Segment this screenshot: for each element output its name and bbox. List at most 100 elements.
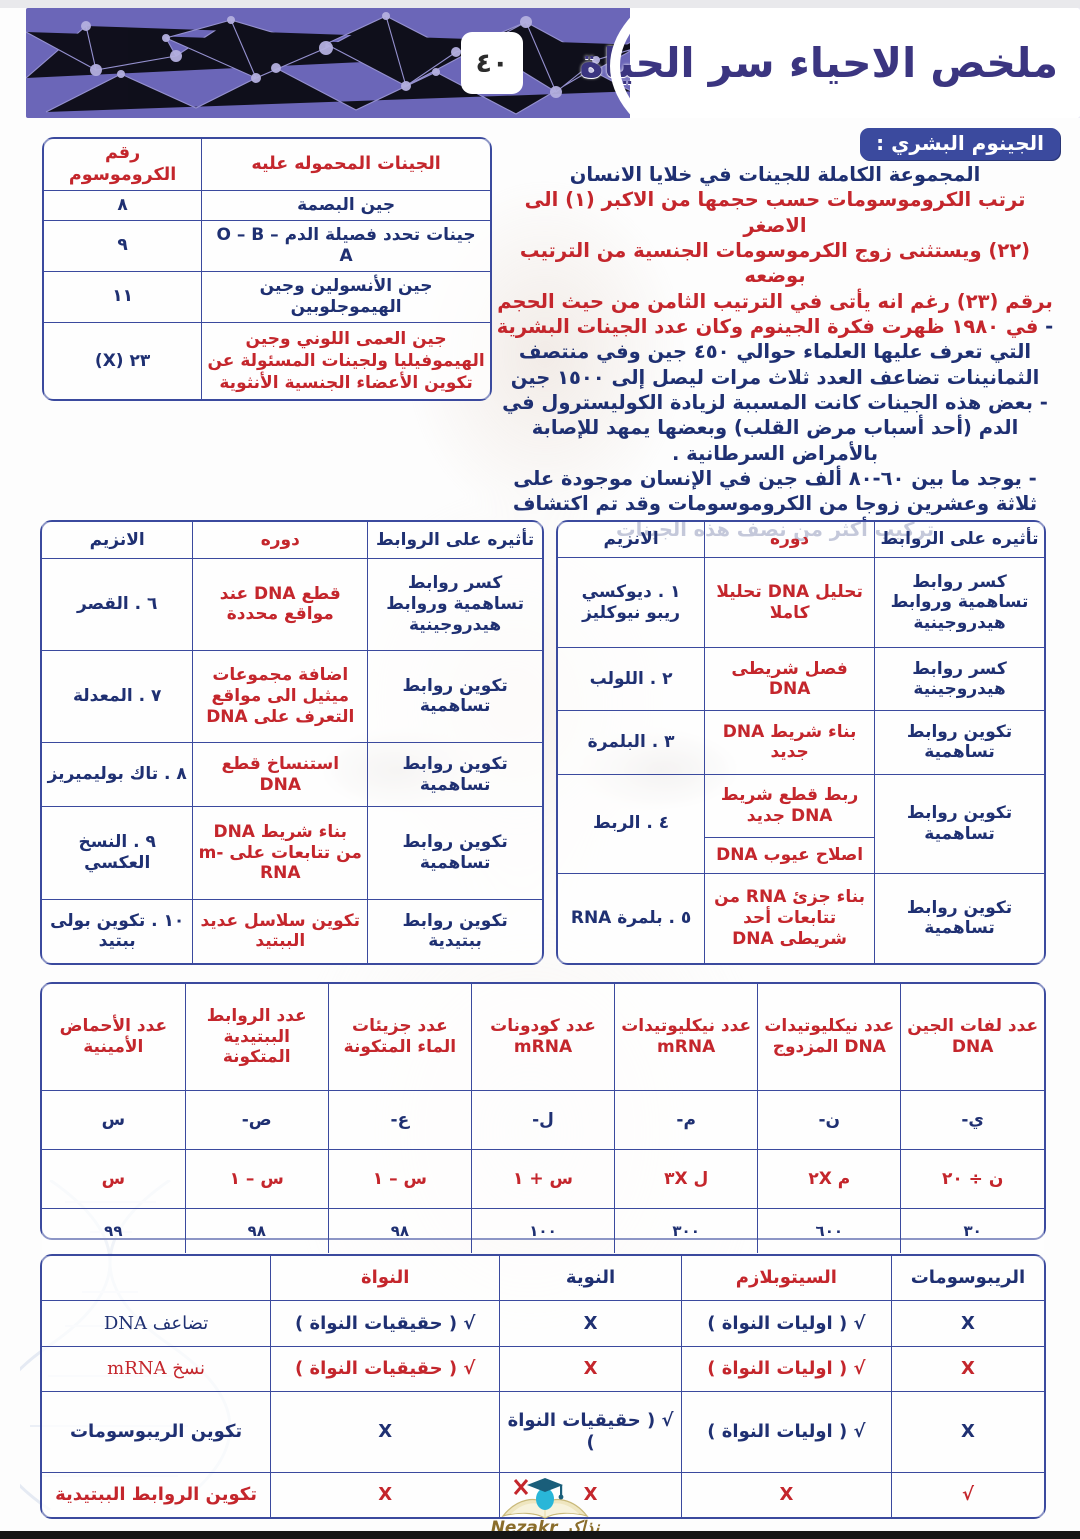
table-row: كسر روابط تساهمية وروابط هيدروجينية قطع …	[42, 557, 542, 651]
table-row: X √ ( اوليات النواة ) X √ ( حقيقيات النو…	[42, 1300, 1044, 1347]
cell-effect: تكوين روابط تساهمية	[367, 806, 542, 900]
cell-example: ٩٩	[42, 1208, 186, 1253]
cell-chrom-number: ٨	[44, 190, 203, 221]
cell-effect: كسر روابط تساهمية وروابط هيدروجينية	[874, 556, 1044, 649]
cell-role: قطع DNA عند مواقع محددة	[192, 557, 369, 651]
table-row: كسر روابط تساهمية وروابط هيدروجينية تحلي…	[558, 556, 1044, 649]
cell-enzyme: ٢ . اللولب	[558, 647, 706, 712]
cell-enzyme: ٧ . المعدلة	[42, 649, 194, 743]
cell-enzyme: ٥ . بلمرة RNA	[558, 872, 706, 963]
cell-role: تحليل DNA تحليلا كاملا	[704, 556, 876, 649]
enzyme-table-1-5: تأثيره على الروابط دوره الانزيم كسر رواب…	[556, 520, 1046, 965]
bullet-text: بعض هذه الجينات كانت المسببة لزيادة الكو…	[502, 391, 1033, 415]
cell-chrom-number: ٢٣ (X)	[44, 321, 203, 399]
cell-effect: تكوين روابط تساهمية	[874, 872, 1044, 963]
cell-genes: جينات تحدد فصيلة الدم O – B – A	[201, 219, 490, 272]
cell-example: ٩٨	[184, 1208, 329, 1253]
counts-formula-table: عدد لفات الجين DNA عدد نيكليوتيدات DNA ا…	[40, 982, 1046, 1253]
cell-cytoplasm: √ ( اوليات النواة )	[680, 1391, 892, 1473]
header-banner: ملخص الاحياء سر الحياة	[26, 8, 1080, 118]
table-row: تكوين روابط تساهمية اضافة مجموعات ميثيل …	[42, 649, 542, 743]
col-header-nucleus: النواة	[270, 1256, 501, 1302]
cell-chrom-number: ١١	[44, 270, 203, 323]
genome-bullet-1-line-2: التي تعرف عليها العلماء حوالي ٤٥٠ جين وف…	[518, 340, 1032, 364]
cell-role: بناء جزئ RNA من تتابعات أحد شريطى DNA	[704, 872, 876, 963]
table-row: √ X X X تكوين الروابط الببتيدية	[42, 1471, 1044, 1517]
site-logo: نذاكر Nezakr	[470, 1466, 620, 1538]
genome-bullet-1-line-3: الثمانينات تضاعف العدد ثلاث مرات ليصل إل…	[510, 365, 1040, 389]
table-row: جينات تحدد فصيلة الدم O – B – A ٩	[44, 219, 490, 272]
cell-symbol: ص-	[184, 1090, 329, 1150]
genome-bullet-3-line-1: - يوجد ما بين ٦٠-٨٠ ألف جين في الإنسان م…	[490, 466, 1060, 517]
bullet-dash: -	[1021, 467, 1037, 491]
cell-example: ١٠٠	[470, 1208, 616, 1253]
table-row: جين الأنسولين وجين الهيموجلوبين ١١	[44, 270, 490, 323]
cell-process: تضاعف DNA	[42, 1300, 272, 1347]
cell-nucleus: X	[270, 1471, 501, 1517]
table-header-row: تأثيره على الروابط دوره الانزيم	[42, 522, 542, 559]
genome-definition: المجموعة الكاملة للجينات في خلايا الانسا…	[569, 163, 981, 186]
genome-bullet-2-line-2: الدم (أحد أسباب مرض القلب) وبعضها يمهد ل…	[531, 416, 1019, 465]
cell-cytoplasm: √ ( اوليات النواة )	[680, 1300, 892, 1347]
cell-enzyme: ٣ . البلمرة	[558, 710, 706, 775]
table-row-formulas: ن ÷ ٢٠ م ٢X ل ٣X س + ١ س – ١ س – ١ س	[42, 1149, 1044, 1209]
col-header-amino-acids: عدد الأحماض الأمينية	[42, 984, 186, 1091]
col-header-nucleolus: النوية	[499, 1256, 682, 1302]
cell-example: ٣٠٠	[614, 1208, 759, 1253]
cell-role-secondary: اصلاح عيوب DNA	[704, 836, 875, 874]
cell-effect: تكوين روابط تساهمية	[367, 741, 542, 808]
table-row: جين العمى اللوني وجين الهيموفيليا ولجينا…	[44, 321, 490, 399]
cell-example: ٦٠٠	[757, 1208, 902, 1253]
cell-ribosomes: X	[890, 1300, 1044, 1347]
cell-nucleus: √ ( حقيقيات النواة )	[270, 1300, 501, 1347]
cell-cytoplasm: √ ( اوليات النواة )	[680, 1345, 892, 1393]
cell-symbol: م-	[614, 1090, 759, 1150]
col-header-water-molecules: عدد جزيئات الماء المتكونة	[327, 984, 472, 1091]
page-number-badge: ٤٠	[461, 32, 523, 94]
genome-bullet-1-line-1: - في ١٩٨٠ ظهرت فكرة الجينوم وكان عدد الج…	[490, 314, 1060, 339]
cell-nucleolus: X	[499, 1345, 682, 1393]
cell-formula: س – ١	[327, 1149, 472, 1209]
col-header-enzyme: الانزيم	[42, 522, 194, 559]
cell-symbol: ي-	[900, 1090, 1044, 1150]
cell-enzyme: ٤ . الربط	[558, 773, 706, 874]
col-header-role: دوره	[192, 522, 369, 559]
cell-effect: كسر روابط هيدروجينية	[874, 647, 1044, 712]
table-row: تكوين روابط تساهمية استنساخ قطع DNA ٨ . …	[42, 741, 542, 808]
cell-ribosomes: X	[890, 1391, 1044, 1473]
cell-example: ٣٠	[900, 1208, 1044, 1253]
bullet-dash: -	[1038, 315, 1054, 339]
genome-badge: الجينوم البشري :	[860, 128, 1060, 160]
table-header-row: الجينات المحموله عليه رقم الكروموسوم	[44, 139, 490, 192]
bullet-dash: -	[1033, 391, 1048, 415]
table-header-row: تأثيره على الروابط دوره الانزيم	[558, 522, 1044, 558]
process-location-table: الريبوسومات السيتوبلازم النوية النواة X …	[40, 1254, 1046, 1519]
cell-symbol: ن-	[757, 1090, 902, 1150]
col-header-mrna-nucleotides: عدد نيكليوتيدات mRNA	[614, 984, 759, 1091]
cell-formula: س – ١	[184, 1149, 329, 1209]
col-header-chrom-number: رقم الكروموسوم	[44, 139, 203, 192]
cell-enzyme: ١٠ . تكوين بولى ببتيد	[42, 898, 194, 963]
cell-role: ربط قطع شريط DNA جديد	[704, 773, 876, 838]
col-header-effect: تأثيره على الروابط	[367, 522, 542, 559]
cell-formula: ن ÷ ٢٠	[900, 1149, 1044, 1209]
table-row: تكوين روابط تساهمية بناء شريط DNA جديد ٣…	[558, 710, 1044, 775]
col-header-dna-nucleotides: عدد نيكليوتيدات DNA المزدوج	[757, 984, 902, 1091]
genome-line-3: برقم (٢٣) رغم انه يأتى في الترتيب الثامن…	[497, 289, 1053, 313]
cell-effect: كسر روابط تساهمية وروابط هيدروجينية	[367, 557, 542, 651]
table-row: كسر روابط هيدروجينية فصل شريطى DNA ٢ . ا…	[558, 647, 1044, 712]
cell-cytoplasm: X	[680, 1471, 892, 1517]
cell-chrom-number: ٩	[44, 219, 203, 272]
cell-nucleolus: X	[499, 1300, 682, 1347]
cell-example: ٩٨	[327, 1208, 472, 1253]
col-header-process	[42, 1256, 272, 1302]
cell-symbol: س	[42, 1090, 186, 1150]
table-row: تكوين روابط تساهمية بناء شريط DNA من تتا…	[42, 806, 542, 900]
cell-formula: م ٢X	[757, 1149, 902, 1209]
cell-effect: تكوين روابط تساهمية	[367, 649, 542, 743]
col-header-effect: تأثيره على الروابط	[874, 522, 1044, 558]
cell-ribosomes: X	[890, 1345, 1044, 1393]
table-row-example: ٣٠ ٦٠٠ ٣٠٠ ١٠٠ ٩٨ ٩٨ ٩٩	[42, 1208, 1044, 1253]
table-row: X √ ( اوليات النواة ) √ ( حقيقيات النواة…	[42, 1391, 1044, 1473]
table-header-row: عدد لفات الجين DNA عدد نيكليوتيدات DNA ا…	[42, 984, 1044, 1091]
